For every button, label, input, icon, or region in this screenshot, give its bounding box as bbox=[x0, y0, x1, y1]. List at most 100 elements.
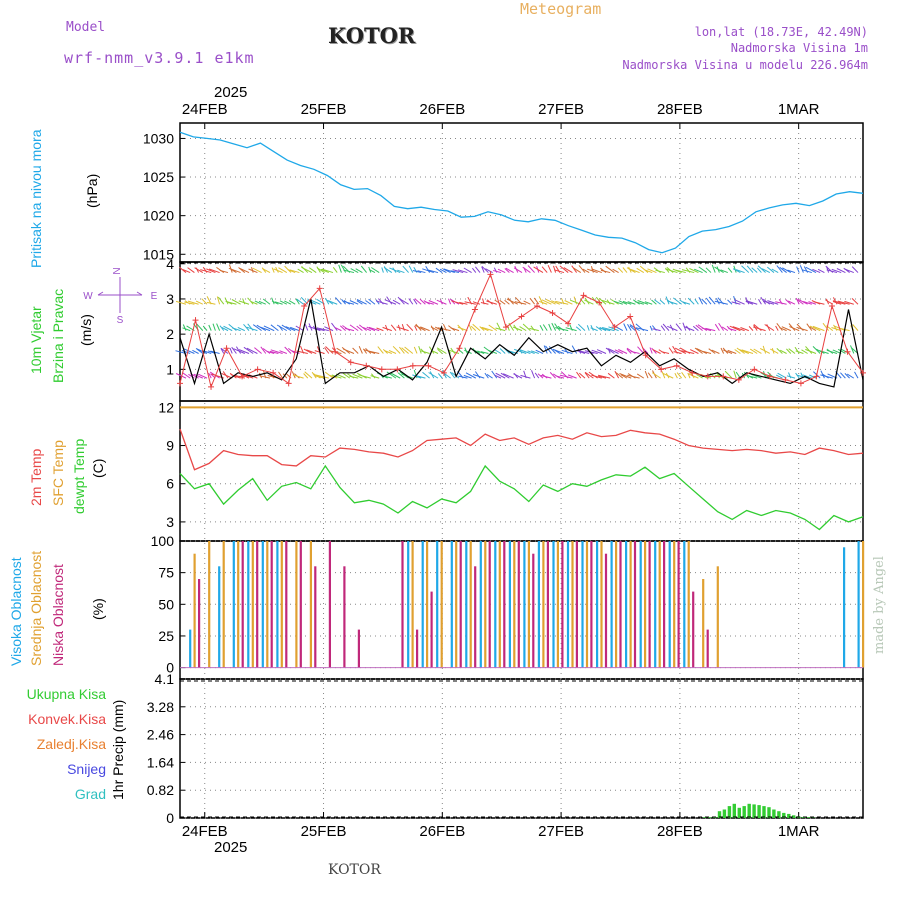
wind-barb bbox=[779, 266, 787, 273]
cloud-low-bar bbox=[270, 541, 273, 668]
wind-barb bbox=[576, 371, 582, 379]
wind-red-cross bbox=[316, 285, 323, 292]
wind-barb bbox=[543, 345, 548, 354]
wind-barb bbox=[572, 267, 582, 273]
wind-barb bbox=[349, 324, 359, 332]
wind-barb bbox=[371, 267, 380, 273]
wind-barb bbox=[820, 374, 833, 379]
wind-barb bbox=[629, 325, 636, 331]
model-label: Model bbox=[66, 20, 106, 35]
precip-bar bbox=[737, 807, 741, 818]
cloud-low-bar bbox=[677, 541, 680, 668]
cloud-high-bar bbox=[683, 541, 686, 668]
wind-barb bbox=[832, 301, 842, 305]
wind-barb bbox=[665, 268, 678, 274]
precip-legend-convective: Konvek.Kisa bbox=[28, 711, 106, 727]
cloud-low-bar bbox=[546, 541, 549, 668]
wind-barb bbox=[627, 374, 640, 379]
wind-barb bbox=[182, 327, 191, 332]
wind-barb bbox=[805, 346, 813, 354]
cloud-high-bar bbox=[581, 541, 584, 668]
wind-red-cross bbox=[502, 324, 509, 331]
wind-barb bbox=[427, 269, 439, 274]
wind-barb bbox=[270, 349, 283, 354]
model-elevation: Nadmorska Visina u modelu 226.964m bbox=[622, 58, 868, 72]
wind-barb bbox=[415, 375, 426, 379]
wind-barb bbox=[245, 375, 254, 379]
wind-barb bbox=[812, 325, 825, 332]
wind-barb bbox=[520, 349, 531, 354]
wind-barb bbox=[450, 327, 460, 332]
cloud-low-bar bbox=[604, 553, 608, 668]
wind-barb bbox=[786, 375, 796, 379]
cloud-mid-bar bbox=[440, 541, 443, 668]
wind-barb bbox=[705, 297, 712, 305]
wind-red-cross bbox=[270, 369, 277, 376]
wind-barb bbox=[552, 348, 565, 354]
wind-barb bbox=[626, 348, 632, 354]
wind-barb bbox=[505, 267, 514, 273]
wind-barb bbox=[194, 267, 204, 273]
wind-barb bbox=[314, 375, 325, 379]
wind-barb bbox=[694, 268, 703, 274]
cloud-tick-label: 75 bbox=[158, 565, 174, 581]
station-title: KOTOR bbox=[328, 23, 416, 48]
wind-barb bbox=[779, 327, 787, 332]
date-label-bottom: 26FEB bbox=[419, 823, 465, 840]
wind-barb bbox=[724, 370, 733, 379]
wind-barb bbox=[306, 349, 317, 354]
wind-barb bbox=[495, 372, 506, 379]
wind-barb bbox=[320, 268, 329, 274]
wind-barb bbox=[587, 268, 598, 274]
wind-barb bbox=[383, 266, 393, 273]
wind-barb bbox=[620, 374, 628, 379]
cloud-tick-label: 50 bbox=[158, 596, 174, 612]
wind-red-cross bbox=[642, 352, 649, 359]
wind-barb bbox=[759, 347, 771, 354]
wind-barb bbox=[555, 300, 569, 305]
wind-barb bbox=[565, 327, 577, 332]
temp-2m-line bbox=[179, 428, 864, 471]
wind-barb bbox=[840, 372, 846, 379]
cloud-mid-bar bbox=[222, 541, 225, 668]
wind-barb bbox=[676, 269, 686, 274]
cloud-mid-bar bbox=[687, 541, 690, 668]
wind-barb bbox=[384, 299, 397, 305]
wind-barb bbox=[231, 299, 241, 305]
wind-barb bbox=[513, 267, 523, 273]
cloud-mid-bar bbox=[673, 541, 676, 668]
wind-barb bbox=[801, 349, 808, 354]
precip-unit-label: 1hr Precip (mm) bbox=[110, 699, 126, 800]
cloud-low-bar bbox=[648, 541, 651, 668]
wind-barb bbox=[732, 326, 745, 332]
wind-barb bbox=[779, 349, 787, 354]
cloud-tick-label: 100 bbox=[151, 533, 175, 549]
wind-barb bbox=[260, 326, 271, 332]
wind-barb bbox=[844, 373, 850, 379]
wind-barb bbox=[819, 350, 829, 354]
wind-barb bbox=[217, 296, 225, 305]
wind-barb bbox=[701, 298, 708, 305]
wind-barb bbox=[687, 373, 699, 379]
wind-barb bbox=[238, 349, 250, 354]
wind-red-cross bbox=[580, 292, 587, 299]
model-name: wrf-nmm_v3.9.1 e1km bbox=[64, 49, 255, 67]
wind-barb bbox=[477, 350, 485, 354]
cloud-mid-bar bbox=[513, 541, 516, 668]
wind-barb bbox=[781, 326, 791, 332]
wind-red-cross bbox=[813, 373, 820, 380]
wind-barb bbox=[844, 268, 854, 274]
wind-barb bbox=[284, 300, 292, 305]
wind-barb bbox=[576, 350, 586, 354]
wind-barb bbox=[808, 301, 817, 305]
wind-barb bbox=[746, 265, 754, 273]
wind-barb bbox=[622, 267, 628, 273]
wind-barb bbox=[182, 269, 191, 274]
precip-bar bbox=[767, 807, 771, 818]
wind-red-cross bbox=[596, 299, 603, 306]
wind-red-cross bbox=[860, 369, 866, 376]
wind-barb bbox=[655, 269, 665, 274]
wind-barb bbox=[243, 323, 250, 331]
wind-barb bbox=[334, 326, 342, 332]
wind-barb bbox=[741, 265, 750, 273]
